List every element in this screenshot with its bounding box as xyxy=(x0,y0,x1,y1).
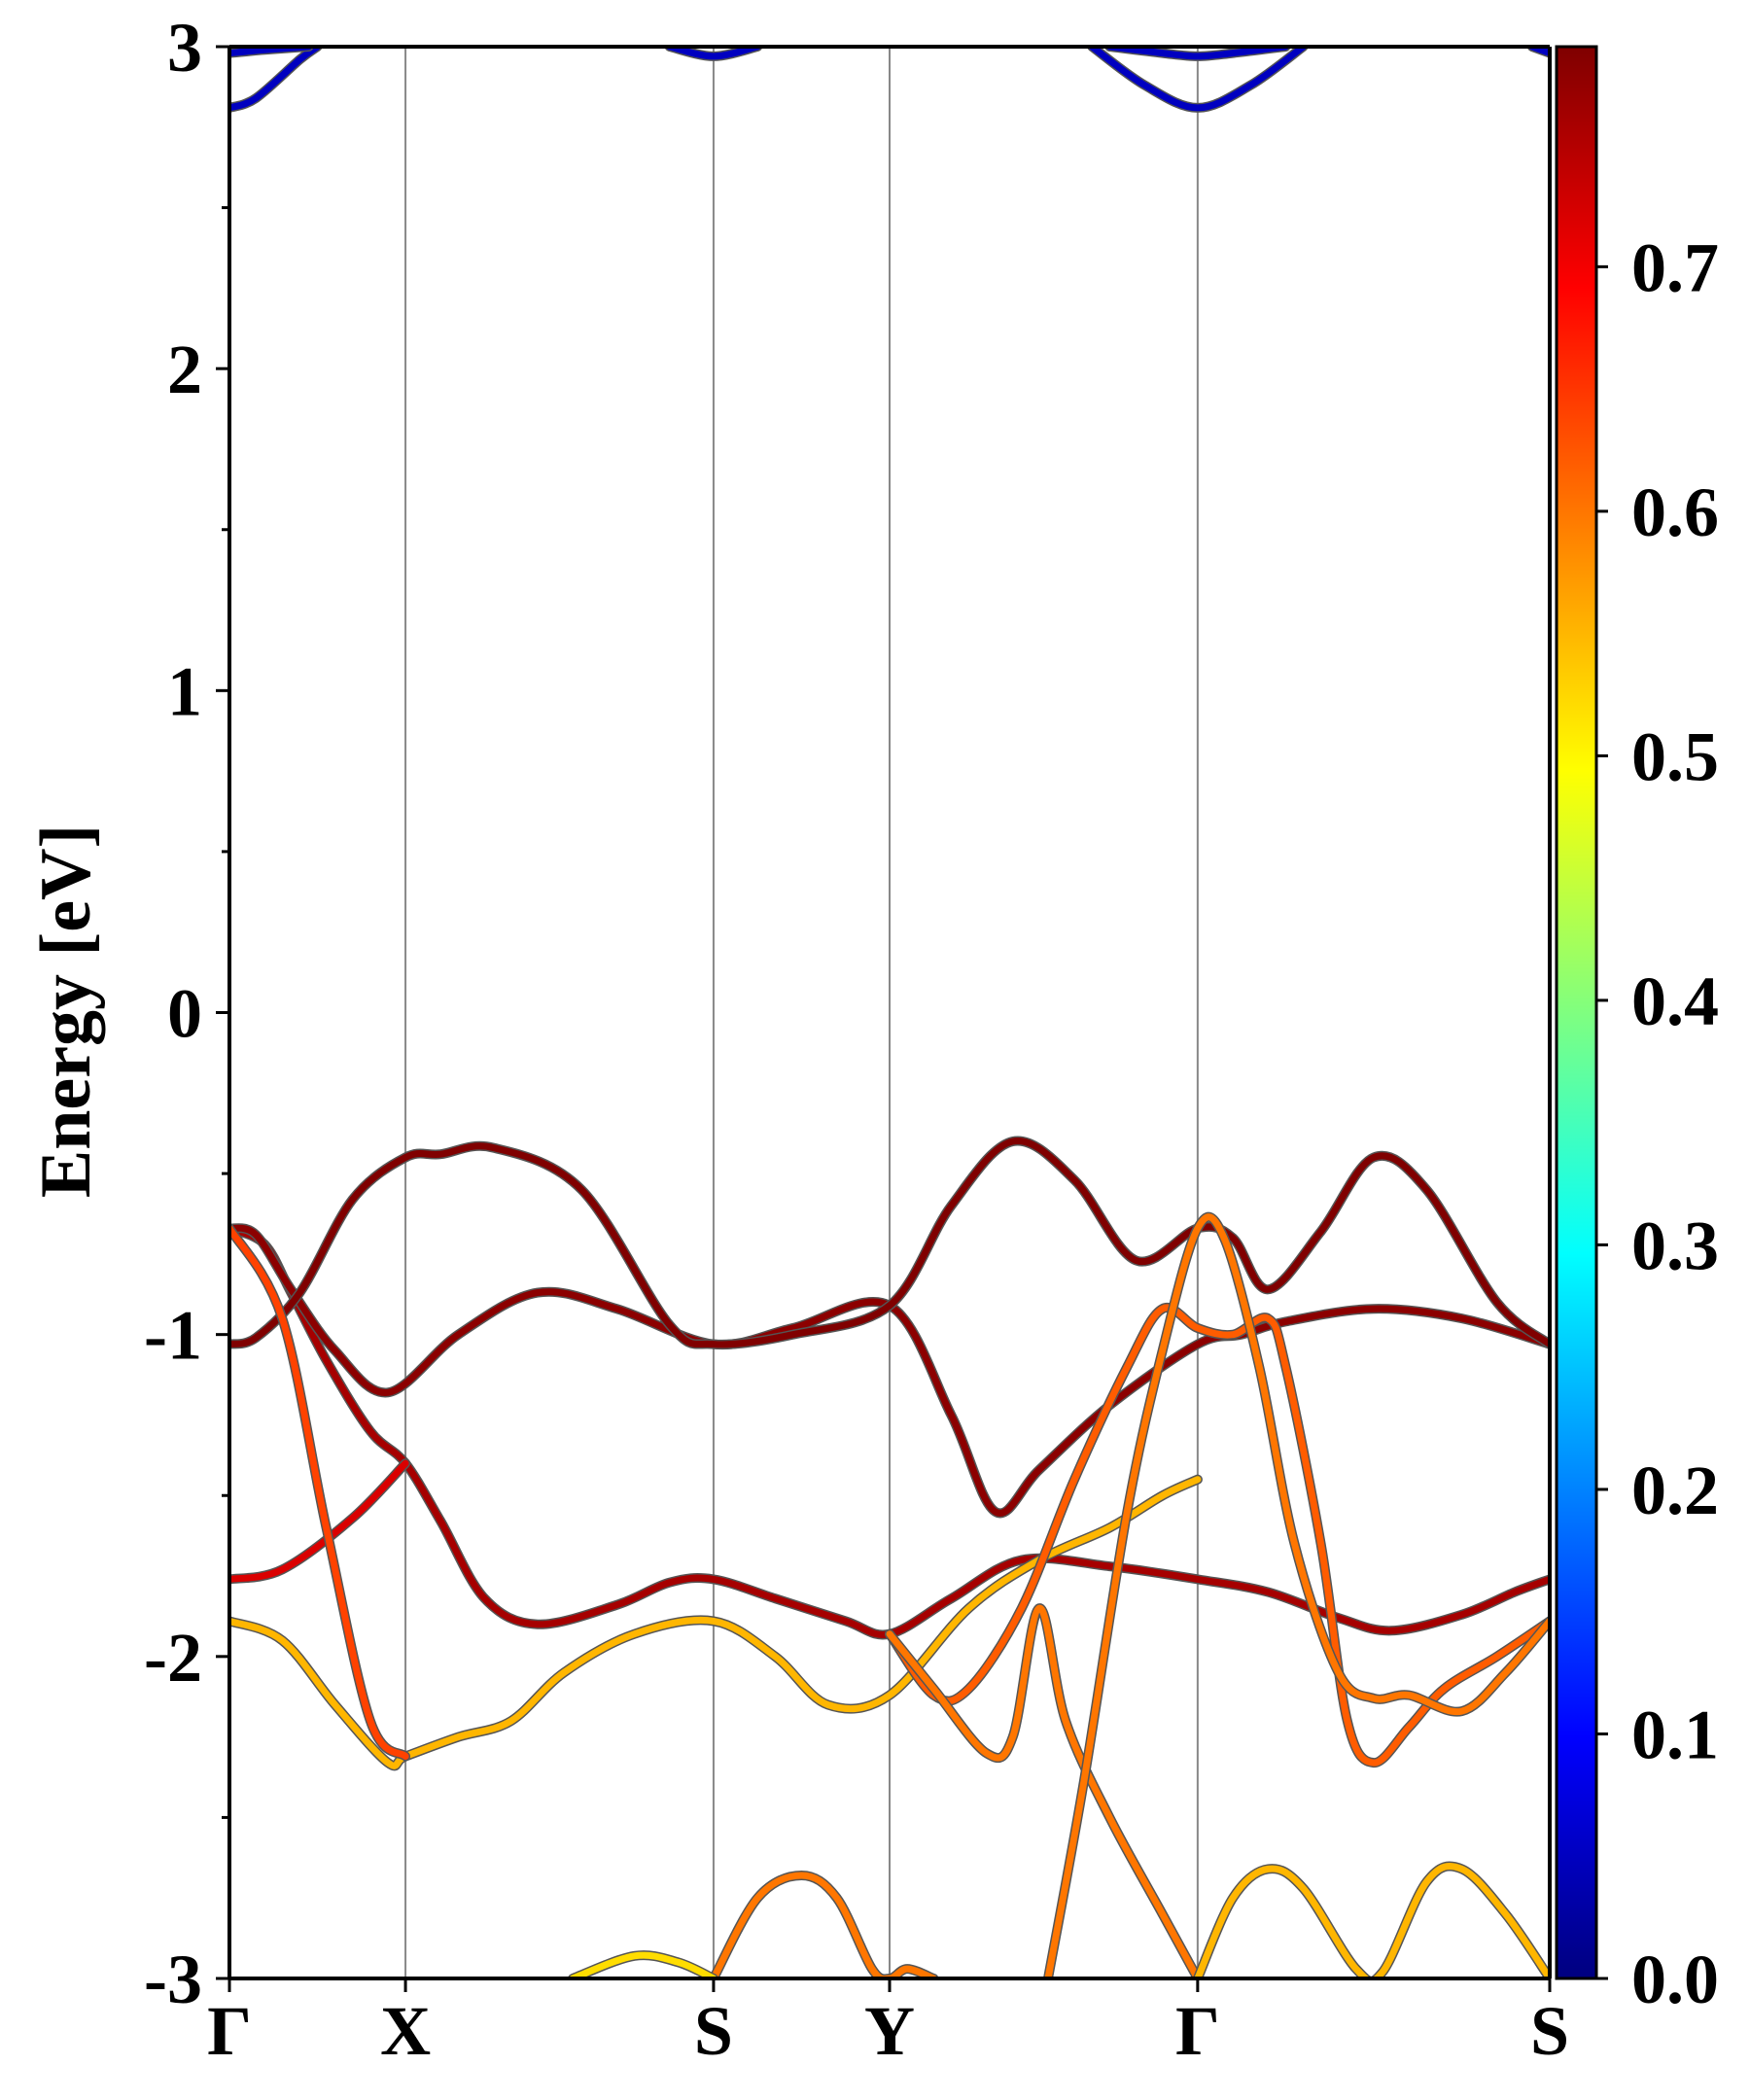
band-line xyxy=(229,1459,409,1583)
band-line xyxy=(229,1224,409,1760)
colorbar-gradient xyxy=(1555,45,1598,1980)
y-axis: -3 -2 -1 0 1 2 3 xyxy=(144,9,229,2018)
band-line xyxy=(886,1304,1550,1767)
band-line xyxy=(1044,1213,1550,1978)
colorbar-tick-label: 0.6 xyxy=(1631,473,1719,551)
y-axis-title: Energy [eV] xyxy=(26,824,106,1198)
y-tick-label: -3 xyxy=(144,1941,202,2018)
y-tick-label: -1 xyxy=(144,1297,202,1375)
colorbar-tick-label: 0.1 xyxy=(1631,1696,1719,1773)
colorbar-tick-label: 0.7 xyxy=(1631,228,1719,306)
band-outline xyxy=(1192,1861,1550,1978)
y-tick-label: -2 xyxy=(144,1619,202,1697)
band-outline xyxy=(885,1303,1550,1768)
x-tick-label: S xyxy=(1530,1992,1569,2070)
colorbar-tick-label: 0.0 xyxy=(1631,1941,1719,2018)
plot-area xyxy=(228,45,1552,1980)
band-outline xyxy=(885,1603,1203,1978)
x-tick-label: Γ xyxy=(1175,1992,1220,2070)
x-tick-label: S xyxy=(694,1992,733,2070)
band-line xyxy=(569,1951,718,1978)
x-tick-label: X xyxy=(380,1992,431,2070)
band-line xyxy=(229,1138,1550,1348)
y-tick-label: 1 xyxy=(167,652,202,730)
band-line xyxy=(1105,47,1289,60)
band-line xyxy=(666,47,761,60)
x-tick-label: Y xyxy=(864,1992,915,2070)
band-line xyxy=(710,1872,937,1978)
bands xyxy=(229,47,1550,1978)
x-tick-label: Γ xyxy=(207,1992,252,2070)
colorbar-tick-label: 0.4 xyxy=(1631,962,1719,1040)
band-line xyxy=(1088,47,1307,112)
band-outline xyxy=(708,1871,939,1978)
colorbar-tick-label: 0.3 xyxy=(1631,1207,1719,1284)
y-tick-label: 2 xyxy=(167,331,202,408)
band-line xyxy=(886,1604,1202,1978)
colorbar-tick-label: 0.2 xyxy=(1631,1452,1719,1529)
colorbar-tick-label: 0.5 xyxy=(1631,718,1719,795)
colorbar: 0.0 0.1 0.2 0.3 0.4 0.5 0.6 0.7 xyxy=(1555,45,1719,2018)
band-line xyxy=(1194,1863,1550,1978)
y-tick-label: 3 xyxy=(167,9,202,87)
y-tick-label: 0 xyxy=(167,975,202,1053)
